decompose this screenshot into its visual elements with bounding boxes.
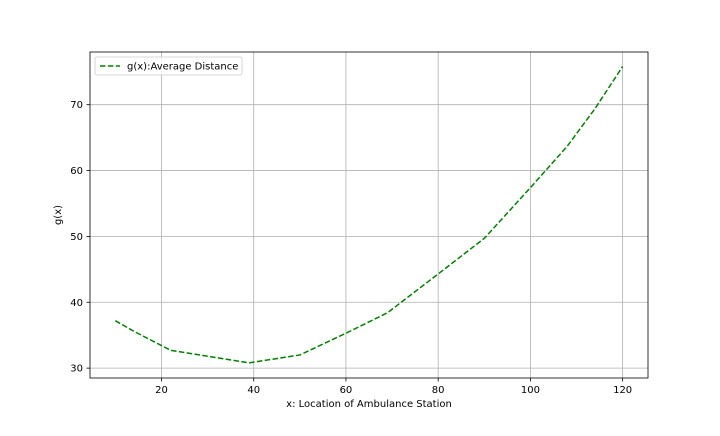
x-tick-label: 120	[613, 385, 632, 396]
x-tick-label: 80	[432, 385, 445, 396]
legend: g(x):Average Distance	[94, 56, 243, 76]
x-tick-label: 60	[340, 385, 353, 396]
grid-lines	[90, 52, 648, 378]
series-line	[114, 66, 624, 364]
y-tick-label: 40	[70, 298, 83, 309]
axis-ticks: 20 40 60 80 100 120 30 40 50 60 70	[70, 100, 632, 396]
x-axis-label: x: Location of Ambulance Station	[286, 399, 452, 410]
y-tick-label: 60	[70, 166, 83, 177]
x-tick-label: 40	[247, 385, 260, 396]
plot-area-frame	[89, 51, 649, 379]
y-tick-label: 30	[70, 364, 83, 375]
series-lines	[114, 66, 624, 364]
legend-label: g(x):Average Distance	[127, 62, 238, 73]
x-tick-label: 20	[155, 385, 168, 396]
legend-box	[94, 56, 243, 76]
y-tick-label: 50	[70, 232, 83, 243]
x-tick-label: 100	[521, 385, 540, 396]
y-tick-label: 70	[70, 100, 83, 111]
y-axis-label: g(x)	[53, 205, 64, 225]
